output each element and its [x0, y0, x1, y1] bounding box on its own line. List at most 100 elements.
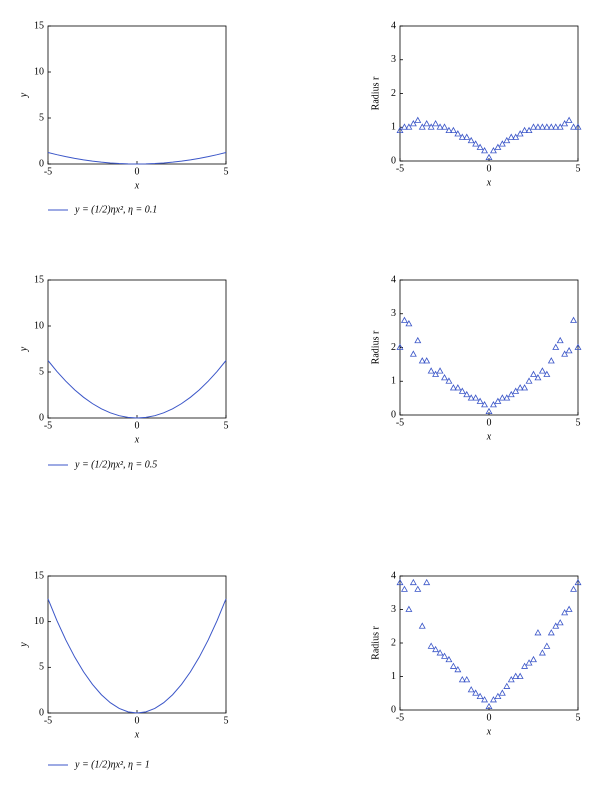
scatter-point [414, 585, 422, 592]
y-tick-label: 3 [391, 604, 396, 615]
y-tick-label: 10 [34, 616, 44, 627]
scatter-point [409, 350, 417, 357]
y-tick-label: 0 [39, 158, 44, 169]
scatter-point [396, 126, 404, 134]
x-tick-label: -5 [396, 163, 404, 174]
x-tick-label: 5 [576, 163, 581, 174]
scatter-point [400, 585, 408, 592]
x-axis-label: x [486, 726, 492, 737]
scatter-point [552, 622, 560, 629]
x-axis-label: x [486, 431, 492, 442]
scatter-point [405, 320, 413, 327]
scatter-point [454, 384, 462, 391]
x-axis-label: x [486, 177, 492, 188]
x-tick-label: -5 [396, 417, 404, 428]
y-axis-label: Radius r [370, 330, 381, 364]
scatter-point [445, 377, 453, 384]
scatter-point [494, 143, 502, 150]
scatter-point [530, 370, 537, 377]
scatter-point [574, 578, 582, 586]
scatter-point [516, 672, 524, 679]
scatter-point [498, 689, 506, 696]
scatter-point [472, 394, 480, 401]
x-tick-label: 5 [224, 715, 229, 726]
scatter-point [409, 578, 417, 586]
line-series [47, 360, 227, 419]
x-tick-label: 0 [487, 417, 492, 428]
y-tick-label: 4 [391, 570, 396, 581]
y-tick-label: 2 [391, 637, 396, 648]
scatter-point [543, 370, 551, 377]
plot-frame [47, 25, 227, 165]
scatter-point [489, 696, 497, 703]
x-tick-label: -5 [44, 166, 52, 177]
x-tick-label: 0 [135, 166, 140, 177]
scatter-point [472, 140, 480, 147]
scatter-point [507, 676, 515, 683]
scatter-point [552, 343, 560, 350]
scatter-point [432, 370, 440, 377]
scatter-point [512, 672, 520, 679]
scatter-point [481, 696, 489, 703]
scatter-point [534, 374, 542, 381]
scatter-point [538, 367, 546, 374]
y-tick-label: 0 [39, 707, 44, 718]
y-tick-label: 5 [39, 112, 44, 123]
scatter-point [516, 384, 524, 391]
scatter-point [414, 116, 422, 123]
scatter-point [525, 659, 533, 666]
legend-label: y = (1/2)ηx², η = 1 [74, 759, 150, 770]
scatter-point [414, 336, 422, 344]
y-tick-label: 10 [34, 66, 44, 77]
scatter-point [400, 123, 408, 130]
scatter-point [547, 357, 555, 364]
x-axis-label: x [134, 729, 140, 740]
y-tick-label: 0 [39, 412, 44, 423]
scatter-point [449, 384, 457, 391]
scatter-point [427, 367, 435, 374]
scatter-point [418, 622, 426, 629]
x-tick-label: 5 [224, 166, 229, 177]
scatter-point [481, 401, 489, 408]
scatter-point [498, 394, 506, 401]
scatter-point [570, 123, 578, 130]
scatter-point [512, 387, 520, 394]
scatter-point [445, 655, 453, 663]
x-tick-label: 0 [487, 712, 492, 723]
scatter-point [503, 136, 511, 144]
plot-frame [399, 575, 579, 711]
scatter-point [454, 665, 462, 673]
scatter-point [489, 401, 497, 408]
scatter-point [534, 629, 542, 636]
scatter-point [432, 120, 440, 127]
scatter-point [396, 343, 404, 350]
scatter-point [472, 689, 480, 696]
scatter-point [467, 686, 475, 693]
scatter-point [481, 147, 489, 154]
scatter-point [458, 133, 466, 140]
x-tick-label: 0 [135, 715, 140, 726]
scatter-point [441, 123, 448, 130]
scatter-point [458, 676, 466, 683]
y-tick-label: 0 [391, 704, 396, 715]
scatter-point [485, 407, 493, 415]
scatter-point [547, 629, 555, 636]
scatter-point [530, 655, 537, 663]
y-tick-label: 15 [34, 20, 44, 31]
scatter-point [441, 652, 448, 659]
scatter-point [498, 140, 506, 147]
scatter-point [565, 116, 573, 123]
y-tick-label: 0 [391, 155, 396, 166]
scatter-point [467, 394, 475, 401]
scatter-point [423, 120, 431, 127]
scatter-point [436, 649, 444, 656]
scatter-point [512, 133, 520, 140]
y-tick-label: 0 [391, 409, 396, 420]
scatter-point [547, 123, 555, 130]
scatter-point [503, 682, 511, 689]
scatter-point [449, 126, 457, 134]
scatter-point [409, 120, 417, 127]
y-axis-label: y [18, 642, 29, 648]
x-axis-label: x [134, 434, 140, 445]
scatter-point [556, 123, 564, 130]
